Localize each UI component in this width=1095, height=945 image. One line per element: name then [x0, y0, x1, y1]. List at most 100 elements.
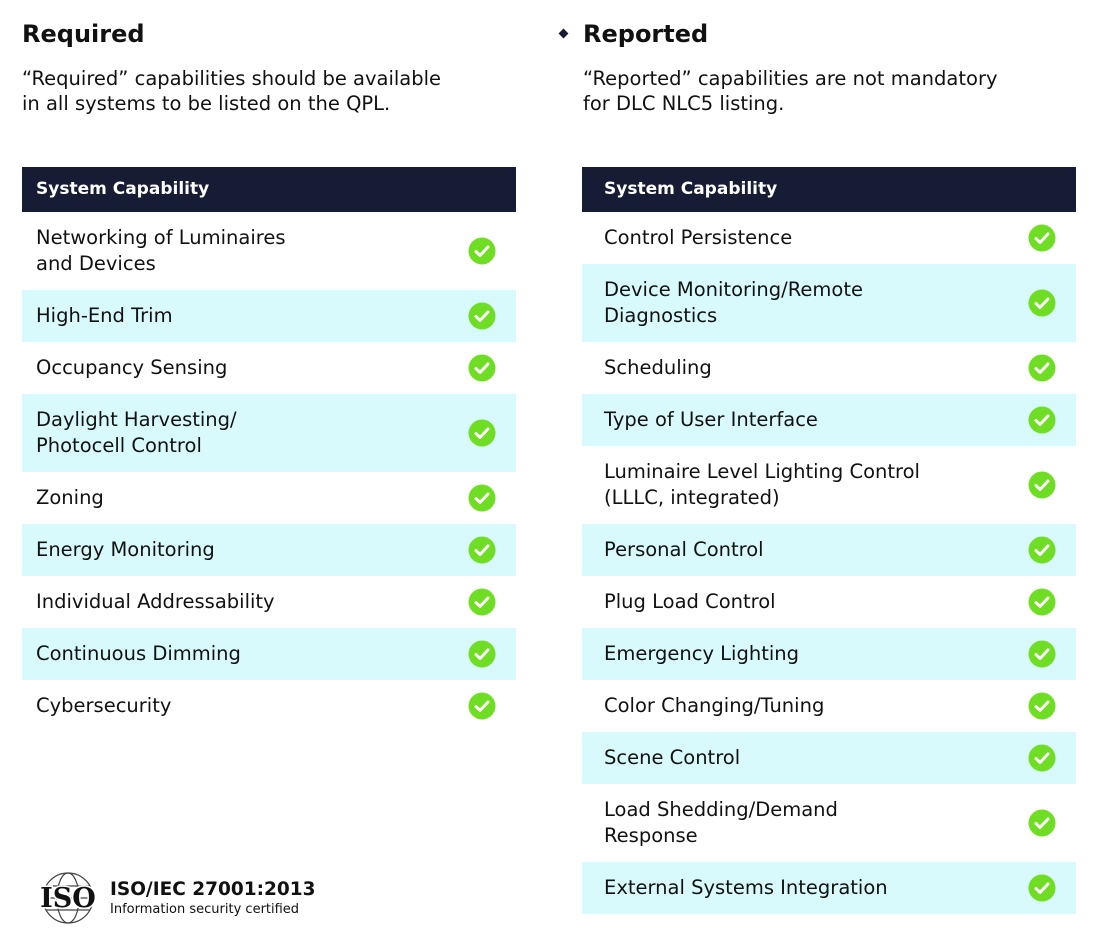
cert-subtitle: Information security certified [110, 902, 299, 917]
check-icon [1028, 588, 1056, 616]
table-row: Scheduling [582, 342, 1076, 394]
table-row: Daylight Harvesting/Photocell Control [22, 394, 516, 472]
check-icon [1028, 289, 1056, 317]
check [1028, 809, 1056, 844]
table-row: Continuous Dimming [22, 628, 516, 680]
check-icon [1028, 224, 1056, 252]
table-row: Networking of Luminaires and Devices [22, 212, 516, 290]
table-row: Type of User Interface [582, 394, 1076, 446]
check [1028, 289, 1056, 324]
capability-label: Scene Control [604, 746, 741, 769]
capability-label: Photocell Control [36, 434, 202, 457]
section-title: Required [22, 20, 145, 48]
capability-label: Continuous Dimming [36, 642, 241, 665]
capability-label: Load Shedding/Demand [604, 798, 838, 821]
check-icon [1028, 354, 1056, 382]
check [468, 692, 496, 727]
cert-title: ISO/IEC 27001:2013 [110, 879, 315, 900]
globe [42, 872, 94, 924]
check [468, 237, 496, 272]
capability-label: Diagnostics [604, 304, 718, 327]
table-row: Cybersecurity [22, 680, 516, 732]
bullet [558, 28, 569, 39]
table-row: Plug Load Control [582, 576, 1076, 628]
check [468, 354, 496, 389]
capability-label: Emergency Lighting [604, 642, 799, 665]
capability-label: Device Monitoring/Remote [604, 278, 863, 301]
section-description: “Reported” capabilities are not mandator… [583, 66, 998, 116]
description-line: “Required” capabilities should be availa… [22, 67, 442, 90]
check-icon [1028, 536, 1056, 564]
check-icon [1028, 744, 1056, 772]
capability-label: Luminaire Level Lighting Control [604, 460, 920, 483]
capability-label: Plug Load Control [604, 590, 776, 613]
check-icon [1028, 640, 1056, 668]
check [1028, 744, 1056, 779]
capability-label: External Systems Integration [604, 876, 888, 899]
certification: ISO ISO/IEC 27001:2013 Information secur… [35, 870, 335, 924]
check [1028, 692, 1056, 727]
capability-label: Type of User Interface [604, 408, 818, 431]
check-icon [468, 640, 496, 668]
table-header: System Capability [582, 167, 1076, 212]
table-row: Scene Control [582, 732, 1076, 784]
capability-label: Color Changing/Tuning [604, 694, 825, 717]
check [1028, 406, 1056, 441]
check [468, 640, 496, 675]
description-line: in all systems to be listed on the QPL. [22, 92, 391, 115]
description-line: for DLC NLC5 listing. [583, 92, 785, 115]
capability-table: System Capability Control Persistence Dev… [582, 167, 1076, 914]
check-icon [468, 354, 496, 382]
table-row: Individual Addressability [22, 576, 516, 628]
table-row: High-End Trim [22, 290, 516, 342]
capability-label: Scheduling [604, 356, 712, 379]
table-row: Zoning [22, 472, 516, 524]
capability-label: Response [604, 824, 698, 847]
check-icon [1028, 809, 1056, 837]
table-row: External Systems Integration [582, 862, 1076, 914]
check-icon [468, 237, 496, 265]
check [1028, 640, 1056, 675]
table-row: Personal Control [582, 524, 1076, 576]
table-row: Color Changing/Tuning [582, 680, 1076, 732]
check [468, 588, 496, 623]
check-icon [468, 692, 496, 720]
capability-label: Networking of Luminaires [36, 226, 286, 249]
check [1028, 874, 1056, 909]
check [468, 536, 496, 571]
table-row: Occupancy Sensing [22, 342, 516, 394]
check-icon [468, 302, 496, 330]
section-description: “Required” capabilities should be availa… [22, 66, 441, 116]
capability-label: Individual Addressability [36, 590, 275, 613]
table-row: Energy Monitoring [22, 524, 516, 576]
check-icon [1028, 874, 1056, 902]
check-icon [1028, 692, 1056, 720]
check-icon [1028, 406, 1056, 434]
check-icon [468, 536, 496, 564]
check [1028, 224, 1056, 259]
check [468, 484, 496, 519]
check [1028, 354, 1056, 389]
check [468, 419, 496, 454]
iso-logo: ISO [40, 883, 96, 914]
iso-badge: ISO ISO/IEC 27001:2013 Information secur… [39, 872, 315, 924]
capability-label: Daylight Harvesting/ [36, 408, 237, 431]
capability-label: Energy Monitoring [36, 538, 215, 561]
table-header: System Capability [22, 167, 516, 212]
capability-label: Occupancy Sensing [36, 356, 228, 379]
capability-label: (LLLC, integrated) [604, 486, 780, 509]
section-title: Reported [583, 20, 709, 48]
table-row: Luminaire Level Lighting Control (LLLC, i… [582, 446, 1076, 524]
capability-table: System Capability Networking of Luminair… [22, 167, 516, 732]
capability-label: Personal Control [604, 538, 764, 561]
table-row: Load Shedding/Demand Response [582, 784, 1076, 862]
check [468, 302, 496, 337]
capability-label: and Devices [36, 252, 156, 275]
description-line: “Reported” capabilities are not mandator… [583, 67, 998, 90]
check-icon [1028, 471, 1056, 499]
capability-label: High-End Trim [36, 304, 173, 327]
capability-label: Cybersecurity [36, 694, 172, 717]
table-row: Device Monitoring/Remote Diagnostics [582, 264, 1076, 342]
capability-label: Control Persistence [604, 226, 793, 249]
